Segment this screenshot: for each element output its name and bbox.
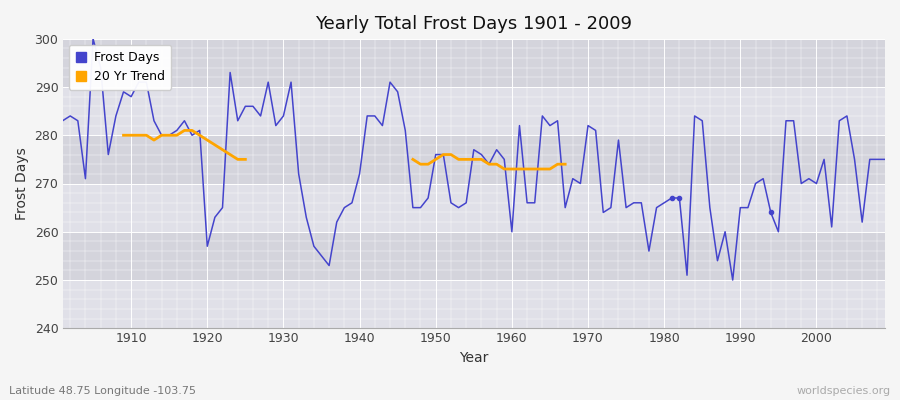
Text: worldspecies.org: worldspecies.org	[796, 386, 891, 396]
X-axis label: Year: Year	[459, 351, 489, 365]
Bar	[63, 280, 885, 328]
Legend: Frost Days, 20 Yr Trend: Frost Days, 20 Yr Trend	[68, 45, 171, 90]
Bar	[63, 87, 885, 135]
Bar	[63, 232, 885, 280]
Text: Latitude 48.75 Longitude -103.75: Latitude 48.75 Longitude -103.75	[9, 386, 196, 396]
Bar	[63, 184, 885, 232]
Y-axis label: Frost Days: Frost Days	[15, 147, 29, 220]
Title: Yearly Total Frost Days 1901 - 2009: Yearly Total Frost Days 1901 - 2009	[315, 15, 633, 33]
Bar	[63, 39, 885, 87]
Bar	[63, 135, 885, 184]
